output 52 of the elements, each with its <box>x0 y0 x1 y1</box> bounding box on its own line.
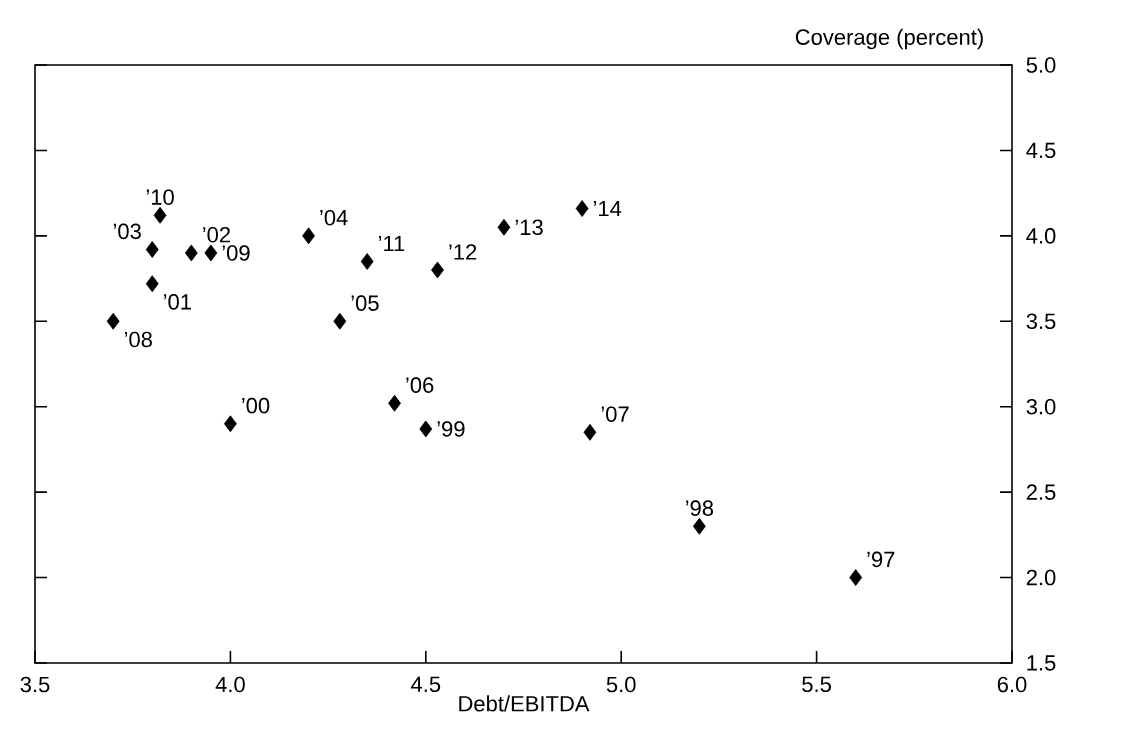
annotation: ’13 <box>515 219 543 236</box>
point <box>302 227 315 245</box>
y-axis-title: Coverage (percent) <box>795 28 983 50</box>
annotation: ’00 <box>242 397 270 414</box>
point <box>204 244 218 262</box>
annotation: ’99 <box>437 421 465 437</box>
x-tick-label: 3.5 <box>20 676 50 693</box>
point <box>333 312 347 330</box>
annotation: ’07 <box>601 406 629 422</box>
x-axis-title: Debt/EBITDA <box>459 695 590 712</box>
annotation: ’05 <box>351 295 379 311</box>
point <box>497 218 511 236</box>
point <box>692 517 706 535</box>
annotation: ’04 <box>320 209 348 226</box>
x-tick-label: 4.5 <box>411 676 441 693</box>
point <box>849 569 863 586</box>
point <box>145 241 159 258</box>
point <box>153 206 167 224</box>
point <box>360 253 374 270</box>
annotation: ’03 <box>113 223 141 240</box>
y-tick-label: 1.5 <box>1027 655 1056 671</box>
y-tick-label: 2.5 <box>1026 484 1056 500</box>
annotation: ’12 <box>449 244 477 260</box>
annotation: ’14 <box>593 200 622 217</box>
point <box>583 423 597 441</box>
annotation: ’09 <box>222 245 250 261</box>
y-tick-label: 3.5 <box>1026 313 1056 330</box>
x-tick-label: 4.0 <box>215 676 245 693</box>
annotation: ’06 <box>406 377 434 393</box>
annotation: ’02 <box>203 226 230 243</box>
x-tick-label: 5.0 <box>606 676 636 693</box>
point <box>184 244 198 262</box>
y-tick-label: 4.0 <box>1026 228 1056 244</box>
annotation: ’01 <box>164 294 191 310</box>
x-tick-label: 6.0 <box>997 676 1027 693</box>
annotation: ’08 <box>124 331 152 348</box>
point <box>145 275 159 293</box>
y-tick-label: 3.0 <box>1026 398 1056 415</box>
y-tick-label: 2.0 <box>1026 569 1056 586</box>
annotation: ’98 <box>686 500 714 516</box>
y-tick-label: 4.5 <box>1026 142 1056 159</box>
point <box>106 312 120 330</box>
annotation: ’11 <box>378 235 405 252</box>
y-tick-label: 5.0 <box>1026 57 1056 73</box>
x-tick-label: 5.5 <box>802 676 831 693</box>
point <box>388 394 401 412</box>
annotation: ’10 <box>146 189 174 205</box>
point <box>431 261 444 279</box>
annotation: ’97 <box>867 551 895 568</box>
point <box>224 415 237 433</box>
point <box>419 420 433 438</box>
point <box>575 200 589 217</box>
